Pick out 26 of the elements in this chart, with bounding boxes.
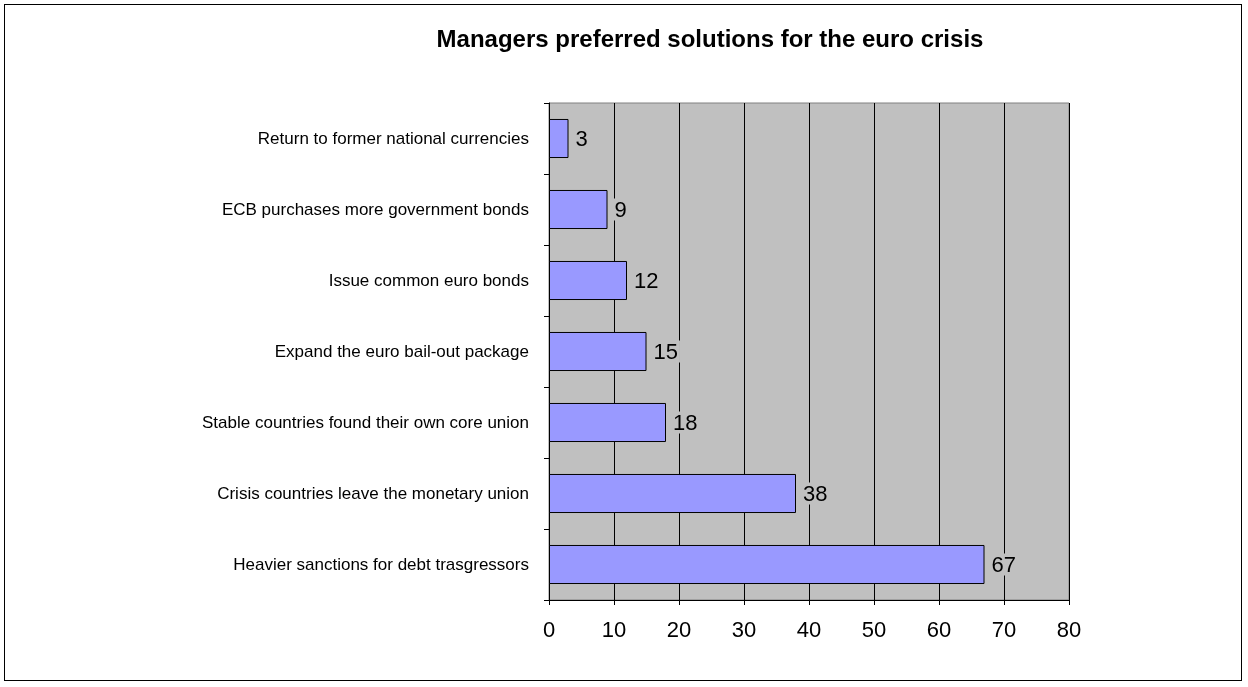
- x-tick-label: 40: [796, 616, 822, 642]
- y-tick-label: Stable countries found their own core union: [202, 413, 529, 432]
- y-tick-label: Crisis countries leave the monetary union: [217, 484, 529, 503]
- y-tick-label: ECB purchases more government bonds: [221, 200, 529, 219]
- x-tick-label: 0: [542, 616, 556, 642]
- data-label: 15: [653, 339, 678, 364]
- chart-title: Managers preferred solutions for the euro crisis: [436, 24, 984, 52]
- data-label: 9: [614, 197, 627, 222]
- y-tick-label: Heavier sanctions for debt trasgressors: [233, 555, 529, 574]
- x-tick-label: 10: [601, 616, 627, 642]
- x-tick-label: 50: [861, 616, 887, 642]
- data-label: 18: [673, 410, 698, 435]
- y-tick-label: Issue common euro bonds: [328, 271, 529, 290]
- x-tick-label: 80: [1056, 616, 1082, 642]
- x-tick-label: 60: [926, 616, 952, 642]
- x-tick-label: 30: [731, 616, 757, 642]
- data-label: 12: [634, 268, 659, 293]
- data-label: 67: [991, 552, 1016, 577]
- data-label: 3: [575, 126, 588, 151]
- y-tick-label: Expand the euro bail-out package: [274, 342, 529, 361]
- x-tick-label: 20: [666, 616, 692, 642]
- bar: [549, 118, 569, 159]
- data-label: 38: [803, 481, 828, 506]
- x-tick-label: 70: [991, 616, 1017, 642]
- y-tick-label: Return to former national currencies: [257, 129, 529, 148]
- bar: [549, 189, 608, 230]
